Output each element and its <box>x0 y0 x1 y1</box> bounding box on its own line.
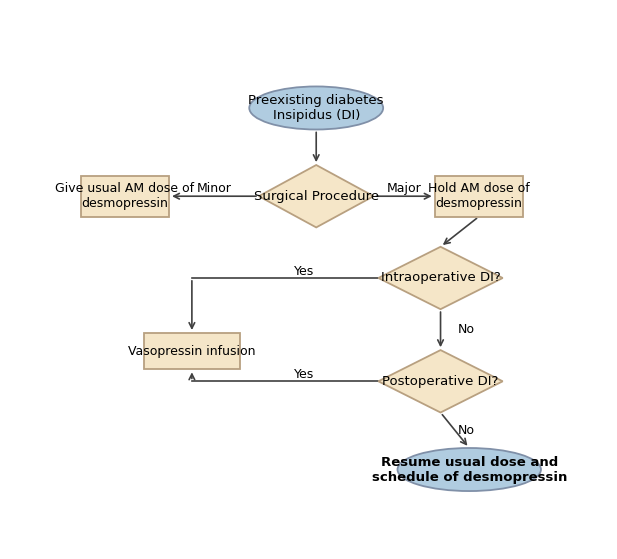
Text: Yes: Yes <box>294 264 315 278</box>
Polygon shape <box>378 350 503 413</box>
Text: No: No <box>457 424 474 437</box>
Text: Yes: Yes <box>294 368 315 381</box>
Text: Major: Major <box>387 182 421 195</box>
Text: Vasopressin infusion: Vasopressin infusion <box>128 345 255 358</box>
Text: Give usual AM dose of
desmopressin: Give usual AM dose of desmopressin <box>56 182 194 210</box>
Ellipse shape <box>249 87 383 130</box>
FancyBboxPatch shape <box>144 333 239 369</box>
FancyBboxPatch shape <box>81 176 169 217</box>
Polygon shape <box>378 247 503 309</box>
Polygon shape <box>259 165 374 228</box>
Text: No: No <box>457 323 474 336</box>
Ellipse shape <box>397 448 541 491</box>
Text: Resume usual dose and
schedule of desmopressin: Resume usual dose and schedule of desmop… <box>371 456 567 484</box>
Text: Minor: Minor <box>197 182 231 195</box>
Text: Hold AM dose of
desmopressin: Hold AM dose of desmopressin <box>428 182 529 210</box>
Text: Intraoperative DI?: Intraoperative DI? <box>381 272 500 285</box>
Text: Preexisting diabetes
Insipidus (DI): Preexisting diabetes Insipidus (DI) <box>249 94 384 122</box>
FancyBboxPatch shape <box>434 176 523 217</box>
Text: Postoperative DI?: Postoperative DI? <box>383 375 499 388</box>
Text: Surgical Procedure: Surgical Procedure <box>254 190 379 203</box>
